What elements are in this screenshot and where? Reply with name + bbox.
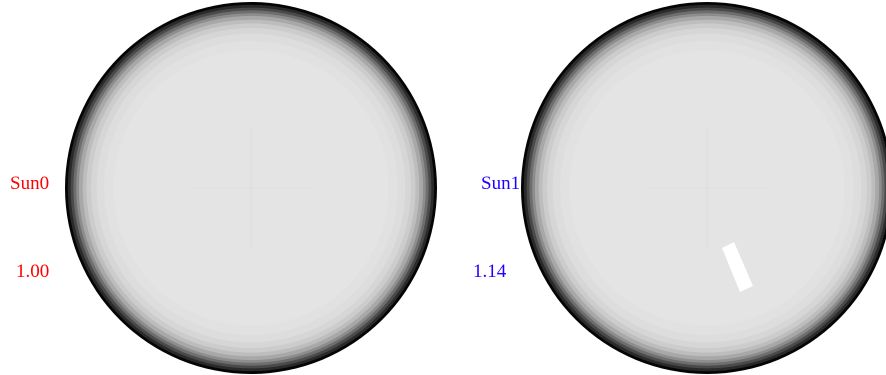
sun0-value-label: 1.00 [16,261,50,282]
sun1-name-label: Sun1 [481,173,521,194]
sun0-name-label: Sun0 [10,173,50,194]
sun1-disc [521,2,886,374]
bright-spot [722,242,753,292]
sun0-disc [65,2,437,374]
disc-center-mark [647,128,767,248]
disc-center-mark [191,128,311,248]
sun1-value-label: 1.14 [473,261,507,282]
sun1-panel: Sun1 1.14 [443,0,886,375]
sun0-panel: Sun0 1.00 [10,2,437,374]
